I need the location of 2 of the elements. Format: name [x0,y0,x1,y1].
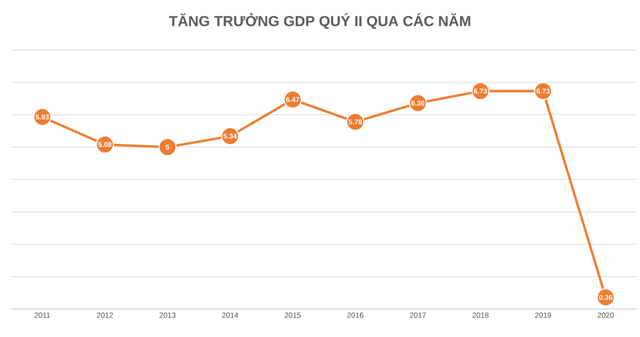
point [158,138,177,156]
chart-title: TĂNG TRƯỞNG GDP QUÝ II QUA CÁC NĂM [169,13,470,29]
